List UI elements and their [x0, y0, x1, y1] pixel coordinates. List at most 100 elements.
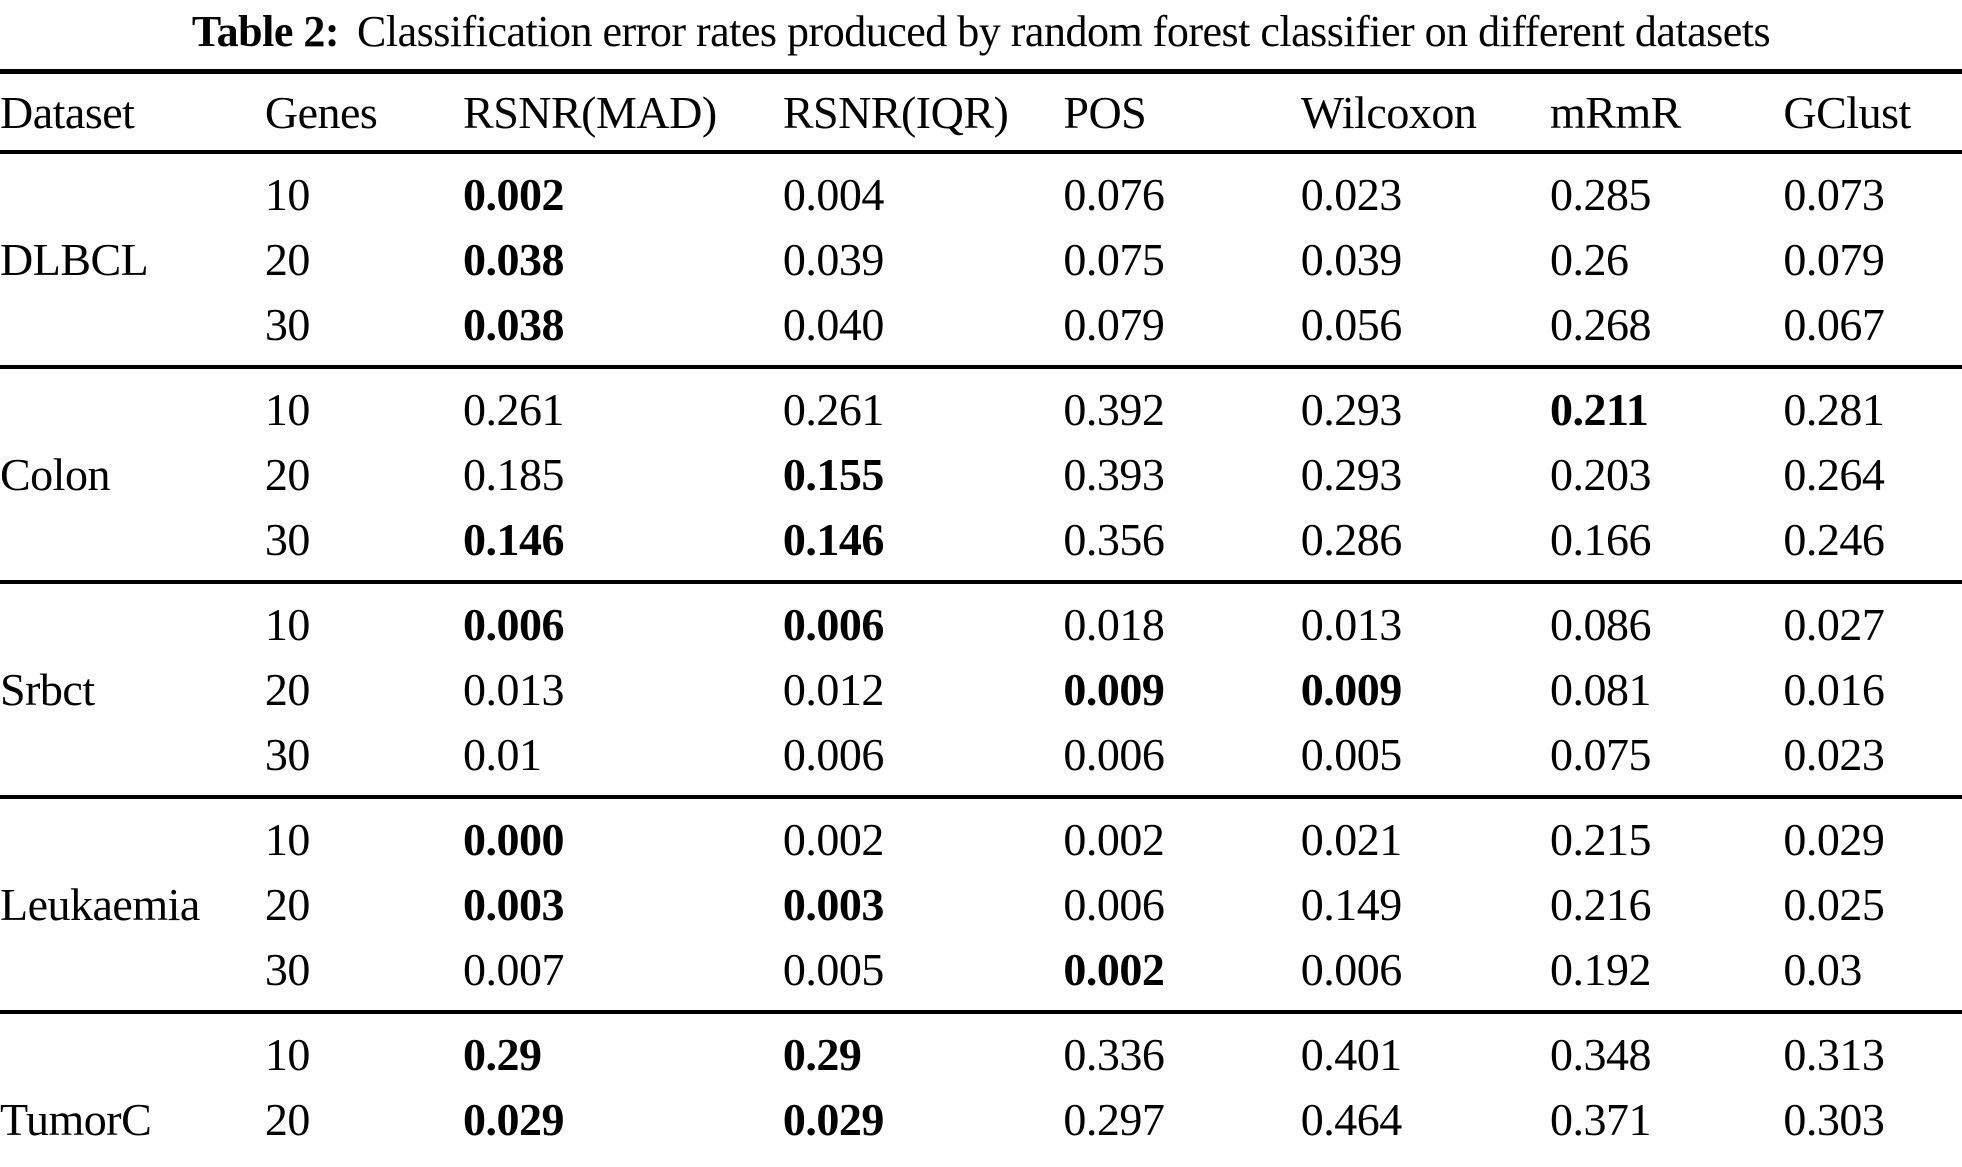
error-rate-cell: 0.003: [463, 879, 565, 930]
error-rate-cell: 0.023: [1300, 169, 1403, 220]
error-rate-cell: 0.018: [1063, 599, 1165, 650]
table-row: 30 0.01 0.006 0.006 0.005 0.075 0.023: [0, 722, 1962, 797]
column-header-mrmr: mRmR: [1549, 86, 1681, 138]
error-rate-cell: 0.309: [1783, 1152, 1962, 1167]
error-rate-cell: 0.021: [1300, 814, 1403, 865]
error-rate-cell: 0.073: [1783, 169, 1885, 220]
error-rate-cell: 0.393: [1063, 449, 1165, 500]
error-rate-cell: 0.203: [1549, 449, 1652, 500]
table-row: 10 0.29 0.29 0.336 0.401 0.348 0.313: [0, 1012, 1962, 1087]
genes-cell: 30: [264, 729, 311, 780]
dataset-group: 10 0.002 0.004 0.076 0.023 0.285 0.073 DLBCL 20 0…: [0, 152, 1962, 367]
results-table: Dataset Genes RSNR(MAD) RSNR(IQR) POS Wi…: [0, 69, 1962, 1167]
error-rate-cell: 0.029: [463, 1094, 565, 1145]
error-rate-cell: 0.01: [463, 729, 542, 780]
dataset-name-cell: Colon: [0, 449, 110, 500]
genes-cell: 10: [264, 599, 311, 650]
error-rate-cell: 0.002: [463, 169, 565, 220]
table-row: 10 0.006 0.006 0.018 0.013 0.086 0.027: [0, 582, 1962, 657]
error-rate-cell: 0.013: [463, 664, 565, 715]
table-row: 10 0.000 0.002 0.002 0.021 0.215 0.029: [0, 797, 1962, 872]
error-rate-cell: 0.003: [782, 879, 884, 930]
error-rate-cell: 0.293: [1300, 384, 1403, 435]
table-row: 30 0.038 0.040 0.079 0.056 0.268 0.067: [0, 292, 1962, 367]
genes-cell: 30: [264, 299, 311, 350]
error-rate-cell: 0.285: [1549, 169, 1652, 220]
error-rate-cell: 0.401: [1300, 1029, 1403, 1080]
genes-cell: 30: [264, 514, 311, 565]
error-rate-cell: 0.012: [782, 664, 884, 715]
table-caption: Table 2: Classification error rates produ…: [0, 0, 1962, 69]
error-rate-cell: 0.009: [1063, 664, 1165, 715]
error-rate-cell: 0.038: [463, 299, 565, 350]
error-rate-cell: 0.075: [1063, 234, 1165, 285]
dataset-name-cell: [0, 937, 265, 1012]
error-rate-cell: 0.006: [782, 729, 884, 780]
error-rate-cell: 0.356: [1063, 514, 1165, 565]
error-rate-cell: 0.081: [1549, 664, 1652, 715]
error-rate-cell: 0.006: [782, 599, 884, 650]
error-rate-cell: 0.211: [1549, 384, 1649, 435]
error-rate-cell: 0.216: [1549, 879, 1652, 930]
genes-cell: 10: [264, 1029, 311, 1080]
error-rate-cell: 0.297: [1063, 1094, 1165, 1145]
error-rate-cell: 0.268: [1549, 299, 1652, 350]
error-rate-cell: 0.29: [782, 1029, 862, 1080]
error-rate-cell: 0.303: [1783, 1094, 1885, 1145]
table-row: Leukaemia 20 0.003 0.003 0.006 0.149 0.216 0.02…: [0, 872, 1962, 937]
column-header-dataset: Dataset: [0, 86, 135, 138]
error-rate-cell: 0.013: [1300, 599, 1403, 650]
header-row: Dataset Genes RSNR(MAD) RSNR(IQR) POS Wi…: [0, 72, 1962, 153]
error-rate-cell: 0.03: [1783, 944, 1862, 995]
error-rate-cell: 0.056: [1300, 299, 1403, 350]
error-rate-cell: 0.348: [1549, 1029, 1652, 1080]
error-rate-cell: 0.039: [783, 1152, 1064, 1167]
error-rate-cell: 0.261: [463, 384, 565, 435]
dataset-group: 10 0.261 0.261 0.392 0.293 0.211 0.281 Colon 20 0…: [0, 367, 1962, 582]
table-row: 10 0.261 0.261 0.392 0.293 0.211 0.281: [0, 367, 1962, 442]
error-rate-cell: 0.26: [1549, 234, 1629, 285]
error-rate-cell: 0.006: [463, 599, 565, 650]
column-header-gclust: GClust: [1783, 86, 1911, 138]
error-rate-cell: 0.392: [1063, 384, 1165, 435]
error-rate-cell: 0.464: [1300, 1094, 1403, 1145]
error-rate-cell: 0.286: [1300, 514, 1403, 565]
error-rate-cell: 0.336: [1063, 1029, 1165, 1080]
table-row: 30 0.146 0.146 0.356 0.286 0.166 0.246: [0, 507, 1962, 582]
error-rate-cell: 0.166: [1549, 514, 1652, 565]
error-rate-cell: 0.039: [1300, 234, 1403, 285]
genes-cell: 20: [264, 234, 311, 285]
genes-cell: 20: [264, 879, 311, 930]
table-row: 30 0.007 0.005 0.002 0.006 0.192 0.03: [0, 937, 1962, 1012]
column-header-genes: Genes: [264, 86, 378, 138]
table-caption-text: Classification error rates produced by r…: [357, 7, 1771, 56]
error-rate-cell: 0.264: [1783, 449, 1885, 500]
error-rate-cell: 0.293: [1300, 449, 1403, 500]
column-header-wilcoxon: Wilcoxon: [1300, 86, 1477, 138]
error-rate-cell: 0.149: [1300, 879, 1403, 930]
dataset-name-cell: [0, 367, 265, 442]
table-row: Srbct 20 0.013 0.012 0.009 0.009 0.081 0.016: [0, 657, 1962, 722]
table-header: Dataset Genes RSNR(MAD) RSNR(IQR) POS Wi…: [0, 71, 1962, 153]
error-rate-cell: 0.006: [1063, 729, 1165, 780]
dataset-name-cell: Leukaemia: [0, 879, 200, 930]
dataset-name-cell: [0, 507, 265, 582]
table-row: TumorC 20 0.029 0.029 0.297 0.464 0.371 0.303: [0, 1087, 1962, 1152]
genes-cell: 10: [264, 384, 311, 435]
genes-cell: 30: [265, 1152, 463, 1167]
error-rate-cell: 0.155: [782, 449, 884, 500]
error-rate-cell: 0.192: [1549, 944, 1652, 995]
error-rate-cell: 0.246: [1783, 514, 1885, 565]
dataset-name-cell: [0, 722, 265, 797]
error-rate-cell: 0.335: [1063, 1152, 1300, 1167]
dataset-name-cell: [0, 292, 265, 367]
error-rate-cell: 0.079: [1783, 234, 1885, 285]
table-row: DLBCL 20 0.038 0.039 0.075 0.039 0.26 0.079: [0, 227, 1962, 292]
error-rate-cell: 0.441: [1301, 1152, 1550, 1167]
error-rate-cell: 0.075: [1549, 729, 1652, 780]
error-rate-cell: 0.039: [782, 234, 884, 285]
dataset-name-cell: TumorC: [0, 1094, 152, 1145]
genes-cell: 10: [264, 169, 311, 220]
